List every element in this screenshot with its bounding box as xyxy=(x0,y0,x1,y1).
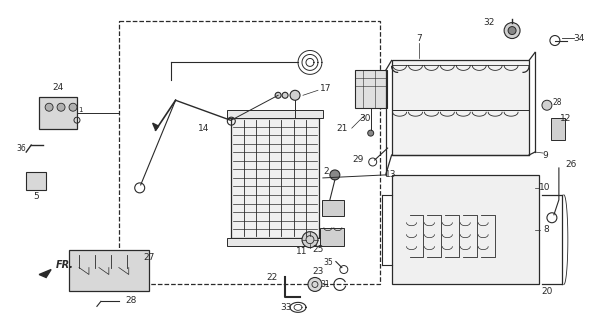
Bar xyxy=(551,118,565,140)
Circle shape xyxy=(368,130,374,136)
Text: 11: 11 xyxy=(296,247,308,256)
Text: 29: 29 xyxy=(352,156,364,164)
Text: 36: 36 xyxy=(16,144,26,153)
Text: 28: 28 xyxy=(125,296,136,305)
Text: 20: 20 xyxy=(541,287,553,296)
Text: 35: 35 xyxy=(323,258,333,267)
Circle shape xyxy=(45,103,53,111)
Text: 28: 28 xyxy=(552,98,562,107)
Bar xyxy=(322,200,344,216)
Bar xyxy=(26,172,46,190)
Polygon shape xyxy=(39,269,51,277)
Bar xyxy=(39,97,77,129)
Polygon shape xyxy=(153,123,159,130)
Text: 8: 8 xyxy=(543,225,549,234)
Circle shape xyxy=(290,90,300,100)
Circle shape xyxy=(330,170,340,180)
Bar xyxy=(227,238,323,246)
Circle shape xyxy=(504,23,520,38)
Bar xyxy=(231,118,319,238)
Text: 7: 7 xyxy=(416,34,422,43)
Circle shape xyxy=(282,92,288,98)
Text: 12: 12 xyxy=(560,114,571,123)
Text: 9: 9 xyxy=(542,150,548,160)
Circle shape xyxy=(57,103,65,111)
Text: 13: 13 xyxy=(385,171,396,180)
Circle shape xyxy=(275,92,281,98)
Text: 24: 24 xyxy=(53,83,64,92)
Text: 26: 26 xyxy=(565,160,576,170)
Text: 25: 25 xyxy=(312,245,324,254)
Circle shape xyxy=(542,100,552,110)
Text: 32: 32 xyxy=(484,18,495,27)
Text: 2: 2 xyxy=(323,167,328,176)
Bar xyxy=(119,20,380,284)
Bar xyxy=(227,110,323,118)
Text: 5: 5 xyxy=(33,192,39,201)
Polygon shape xyxy=(391,60,529,155)
Circle shape xyxy=(508,27,516,35)
Text: 10: 10 xyxy=(539,183,551,192)
Text: 1: 1 xyxy=(78,107,82,113)
Text: FR.: FR. xyxy=(56,260,74,269)
Text: 14: 14 xyxy=(198,124,209,132)
Bar xyxy=(320,228,344,246)
Text: 27: 27 xyxy=(143,253,155,262)
Text: 31: 31 xyxy=(320,280,330,289)
Text: 21: 21 xyxy=(336,124,347,132)
Text: 17: 17 xyxy=(320,84,331,93)
Text: 33: 33 xyxy=(281,303,292,312)
Text: 30: 30 xyxy=(359,114,370,123)
Text: 34: 34 xyxy=(573,34,584,43)
Circle shape xyxy=(302,232,318,248)
Text: 23: 23 xyxy=(312,267,324,276)
Bar xyxy=(355,70,387,108)
Text: 22: 22 xyxy=(267,273,278,282)
Circle shape xyxy=(308,277,322,292)
Bar xyxy=(69,250,148,292)
Circle shape xyxy=(69,103,77,111)
Bar xyxy=(391,175,539,284)
